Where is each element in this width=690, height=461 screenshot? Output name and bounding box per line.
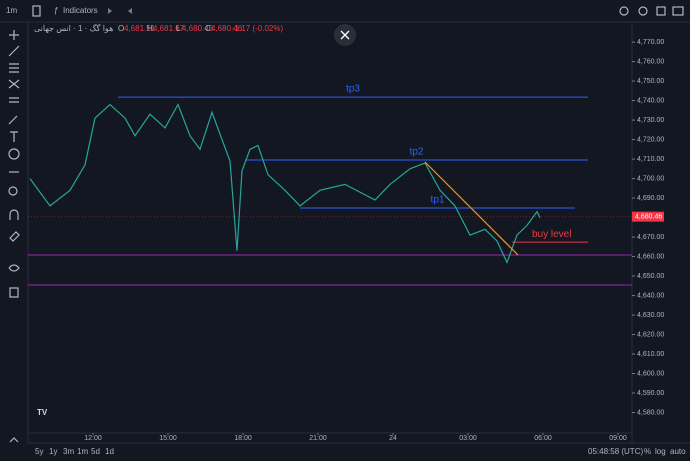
ohlc-key: L (176, 24, 181, 33)
trend-line (424, 161, 519, 256)
x-tick-label: 12:00 (84, 435, 102, 442)
close-icon (340, 30, 350, 40)
price-line (29, 103, 541, 264)
forecast-tool[interactable] (9, 97, 19, 103)
y-tick-label: 4,620.00 (637, 331, 664, 338)
range[interactable]: 1d (105, 447, 114, 456)
ohlc-key: H (147, 24, 153, 33)
level-label: tp1 (431, 195, 445, 206)
x-tick-label: 15:00 (159, 435, 177, 442)
range[interactable]: 3m (63, 447, 74, 456)
y-tick-label: 4,760.00 (637, 58, 664, 65)
y-tick-label: 4,670.00 (637, 234, 664, 241)
range[interactable]: 5y (35, 447, 43, 456)
current-price-tag (632, 211, 664, 222)
clock: 05:48:58 (UTC) (588, 447, 643, 456)
drawing-tools (8, 30, 20, 443)
y-tick-label: 4,730.00 (637, 117, 664, 124)
fullscreen-icon[interactable] (656, 6, 666, 16)
settings-icon[interactable] (638, 6, 648, 16)
ohlc-key: C (205, 24, 211, 33)
current-price-label: 4,680.46 (635, 214, 662, 221)
y-tick-label: 4,660.00 (637, 253, 664, 260)
range[interactable]: 1y (49, 447, 57, 456)
level-label: tp3 (346, 84, 360, 95)
ohlc-value: 4,681.51 (124, 24, 156, 33)
level-label: tp2 (410, 147, 424, 158)
ohlc-value: 4,680.46 (182, 24, 214, 33)
interval[interactable]: 1m (6, 6, 17, 15)
crosshair-tool[interactable] (9, 30, 19, 40)
ohlc-value: 4,680.46 (211, 24, 243, 33)
y-tick-label: 4,610.00 (637, 351, 664, 358)
symbol: هوا گگ · 1 · انس جهانی (34, 23, 113, 33)
x-tick-label: 18:00 (234, 435, 252, 442)
ohlc-value: 4,681.67 (153, 24, 185, 33)
y-tick-label: 4,710.00 (637, 156, 664, 163)
y-tick-label: 4,770.00 (637, 39, 664, 46)
search-icon[interactable] (619, 6, 629, 16)
pattern-tool[interactable] (8, 79, 20, 89)
y-tick-label: 4,650.00 (637, 273, 664, 280)
x-tick-label: 06:00 (534, 435, 552, 442)
magnet-tool[interactable] (9, 209, 19, 220)
y-tick-label: 4,580.00 (637, 409, 664, 416)
y-tick-label: 4,590.00 (637, 390, 664, 397)
fib-tool[interactable] (9, 63, 19, 73)
y-tick-label: 4,630.00 (637, 312, 664, 319)
delete-tool[interactable] (9, 287, 19, 298)
range[interactable]: 1m (77, 447, 88, 456)
x-tick-label: 21:00 (309, 435, 327, 442)
y-tick-label: 4,640.00 (637, 292, 664, 299)
log[interactable]: log (655, 447, 666, 456)
x-tick-label: 09:00 (609, 435, 627, 442)
y-tick-label: 4,720.00 (637, 136, 664, 143)
tv-logo-text: TV (37, 408, 48, 417)
auto[interactable]: auto (670, 447, 686, 456)
chart-type-icon[interactable] (32, 5, 41, 17)
hide-tool[interactable] (8, 264, 20, 272)
y-tick-label: 4,750.00 (637, 78, 664, 85)
trend-tool[interactable] (8, 45, 20, 57)
range-bar: 5y 1y 3m 1m 5d 1d (35, 447, 114, 456)
fx-icon: ƒ (54, 6, 58, 15)
y-tick-label: 4,700.00 (637, 175, 664, 182)
text-tool[interactable] (10, 131, 18, 142)
y-tick-label: 4,600.00 (637, 370, 664, 377)
zoom-tool[interactable] (8, 186, 18, 196)
ohlc: O 4,681.51H 4,681.67L 4,680.46C 4,680.46 (118, 24, 243, 33)
lock-tool[interactable] (9, 231, 20, 242)
collapse-tool[interactable] (9, 437, 19, 443)
range[interactable]: 5d (91, 447, 100, 456)
y-tick-label: 4,690.00 (637, 195, 664, 202)
x-tick-label: 24 (389, 435, 397, 442)
tv-logo (36, 406, 52, 418)
y-tick-label: 4,740.00 (637, 97, 664, 104)
emoji-tool[interactable] (8, 148, 20, 160)
level-label: buy level (532, 229, 571, 240)
indicators[interactable]: Indicators (63, 6, 98, 15)
camera-icon[interactable] (672, 6, 684, 16)
change: -1.17 (-0.02%) (232, 24, 283, 33)
x-tick-label: 03:00 (459, 435, 477, 442)
brush-tool[interactable] (8, 115, 18, 125)
ohlc-key: O (118, 24, 124, 33)
percent[interactable]: % (644, 447, 651, 456)
